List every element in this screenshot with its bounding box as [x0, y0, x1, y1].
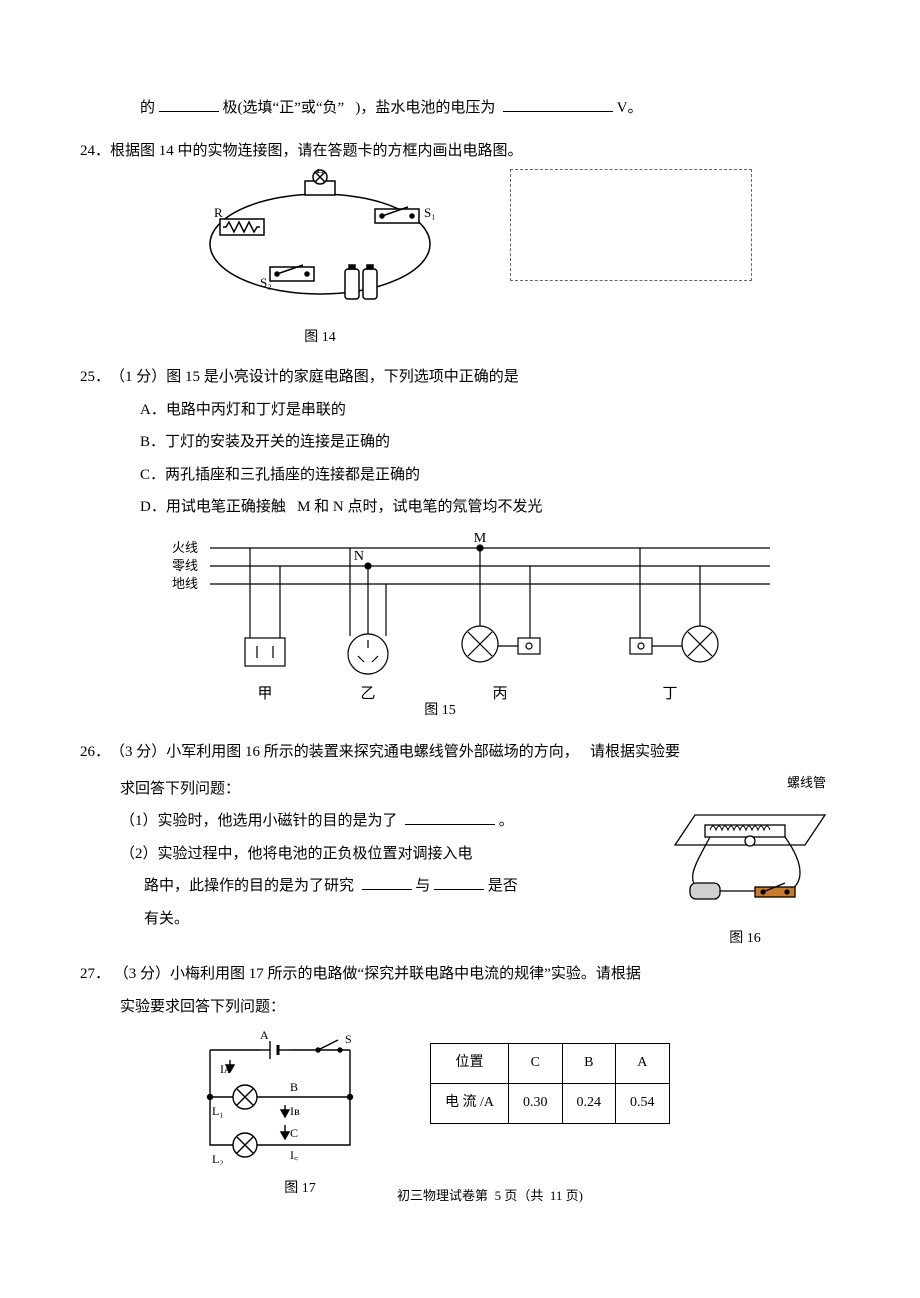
label-S2: S₂ [260, 275, 272, 290]
lbl-L1: L₁ [212, 1104, 224, 1118]
val-B: 0.24 [562, 1083, 616, 1123]
wire-live: 火线 [172, 540, 198, 555]
q25-figure-wrap: 火线 零线 地线 M N 甲 乙 丙 丁 图 15 [140, 528, 840, 729]
lbl-A: A [260, 1028, 269, 1042]
q27-figure-row: A S Iᴀ B Iʙ L₁ C I꜀ L₂ 图 17 位置 C B A 电 流… [190, 1025, 840, 1202]
q23-unit: V。 [617, 100, 643, 116]
q26-num: 26． [80, 738, 110, 767]
q26-solenoid-diagram [655, 795, 835, 915]
q24-caption: 图 14 [190, 325, 450, 352]
label-S1: S₁ [424, 205, 436, 220]
label-R: R [214, 205, 223, 220]
lbl-ding: 丁 [662, 686, 677, 702]
lbl-yi: 乙 [360, 686, 375, 702]
lbl-bing: 丙 [492, 686, 507, 702]
q27-circuit-wrap: A S Iᴀ B Iʙ L₁ C I꜀ L₂ 图 17 [190, 1025, 380, 1202]
lbl-IC: I꜀ [290, 1148, 298, 1162]
lbl-L2: L₂ [212, 1152, 224, 1165]
lbl-IB: Iʙ [290, 1104, 300, 1118]
table-row: 电 流 /A 0.30 0.24 0.54 [431, 1083, 670, 1123]
q25-opt-C: C．两孔插座和三孔插座的连接都是正确的 [80, 461, 840, 490]
lbl-jia: 甲 [257, 686, 272, 702]
wire-earth: 地线 [172, 576, 198, 591]
q26-text-b: 请根据实验要 [590, 744, 680, 760]
q23-mid1: 极(选填“正”或“负” [223, 100, 345, 116]
hdr-B: B [562, 1044, 616, 1084]
q26-p2b-blank1[interactable] [362, 889, 412, 890]
hdr-pos: 位置 [431, 1044, 509, 1084]
q25-household-circuit: 火线 零线 地线 M N 甲 乙 丙 丁 图 15 [140, 528, 780, 718]
q23-mid2: )，盐水电池的电压为 [355, 100, 495, 116]
val-C: 0.30 [509, 1083, 563, 1123]
lbl-Bpt: B [290, 1080, 298, 1094]
q26-p2c: 有关。 [80, 905, 650, 934]
q26-body-row: 求回答下列问题： （1）实验时，他选用小磁针的目的是为了 。 （2）实验过程中，… [80, 771, 840, 953]
q27-line1: 27． （3 分）小梅利用图 17 所示的电路做“探究并联电路中电流的规律”实验… [80, 960, 840, 989]
hdr-A: A [616, 1044, 670, 1084]
q23-blank2[interactable] [503, 111, 613, 112]
footer-mid: 页（共 [504, 1188, 543, 1203]
q26-p2b-mid: 与 [415, 878, 430, 894]
q23-blank1[interactable] [159, 111, 219, 112]
lbl-IA: Iᴀ [220, 1062, 231, 1076]
q27-data-table: 位置 C B A 电 流 /A 0.30 0.24 0.54 [430, 1043, 670, 1123]
q26-p2b-post: 是否 [488, 878, 518, 894]
q25-caption: 图 15 [424, 703, 456, 718]
lbl-S: S [345, 1032, 352, 1046]
q24-text: 根据图 14 中的实物连接图，请在答题卡的方框内画出电路图。 [110, 143, 523, 159]
q26-p2b: 路中，此操作的目的是为了研究 与 是否 [80, 872, 650, 901]
footer-pre: 初三物理试卷第 [397, 1188, 488, 1203]
q27-parallel-circuit: A S Iᴀ B Iʙ L₁ C I꜀ L₂ [190, 1025, 380, 1165]
q27-text-b: 实验要求回答下列问题： [80, 993, 840, 1022]
node-N: N [354, 549, 364, 564]
q25-D-pre: D．用试电笔正确接触 [140, 499, 286, 515]
q24-num: 24． [80, 137, 110, 166]
q26-p2a: （2）实验过程中，他将电池的正负极位置对调接入电 [80, 840, 650, 869]
q25-opt-A: A．电路中丙灯和丁灯是串联的 [80, 396, 840, 425]
q25-line: 25．（1 分）图 15 是小亮设计的家庭电路图，下列选项中正确的是 [80, 363, 840, 392]
q26-p2b-pre: 路中，此操作的目的是为了研究 [144, 878, 354, 894]
q25-num: 25． [80, 363, 110, 392]
q27-table-wrap: 位置 C B A 电 流 /A 0.30 0.24 0.54 [430, 1025, 670, 1123]
q24-figure-wrap: L R S₁ S₂ 图 14 [190, 169, 450, 351]
q25-opt-B: B．丁灯的安装及开关的连接是正确的 [80, 428, 840, 457]
q25-opt-D: D．用试电笔正确接触 M 和 N 点时，试电笔的氖管均不发光 [80, 493, 840, 522]
table-row: 位置 C B A [431, 1044, 670, 1084]
wire-neutral: 零线 [172, 558, 198, 573]
q25-text: （1 分）图 15 是小亮设计的家庭电路图，下列选项中正确的是 [110, 369, 519, 385]
q25-D-mid: M 和 N 点时，试电笔的氖管均不发光 [297, 499, 542, 515]
row-label: 电 流 /A [431, 1083, 509, 1123]
val-A: 0.54 [616, 1083, 670, 1123]
footer-page: 5 [495, 1188, 502, 1203]
node-M: M [474, 531, 487, 546]
q27-text-a: （3 分）小梅利用图 17 所示的电路做“探究并联电路中电流的规律”实验。请根据 [114, 966, 641, 982]
q26-line1: 26．（3 分）小军利用图 16 所示的装置来探究通电螺线管外部磁场的方向， 请… [80, 738, 840, 767]
q26-p1-blank[interactable] [405, 824, 495, 825]
q24-line: 24．根据图 14 中的实物连接图，请在答题卡的方框内画出电路图。 [80, 137, 840, 166]
q26-p1-post: 。 [499, 813, 514, 829]
q26-p2b-blank2[interactable] [434, 889, 484, 890]
footer-total: 11 [550, 1188, 563, 1203]
q23-pre: 的 [140, 100, 155, 116]
q26-text-a: （3 分）小军利用图 16 所示的装置来探究通电螺线管外部磁场的方向， [110, 744, 579, 760]
lbl-Cpt: C [290, 1126, 298, 1140]
q26-side-label: 螺线管 [650, 771, 840, 796]
label-L: L [316, 169, 324, 176]
q24-circuit-diagram: L R S₁ S₂ [190, 169, 450, 314]
q26-p1: （1）实验时，他选用小磁针的目的是为了 。 [80, 807, 650, 836]
q26-text-c: 求回答下列问题： [80, 775, 650, 804]
q27-caption: 图 17 [220, 1176, 380, 1203]
q27-num: 27． [80, 960, 110, 989]
q26-p1-pre: （1）实验时，他选用小磁针的目的是为了 [120, 813, 398, 829]
q26-caption: 图 16 [650, 926, 840, 953]
q24-answer-box[interactable] [510, 169, 752, 281]
hdr-C: C [509, 1044, 563, 1084]
q24-figure-row: L R S₁ S₂ 图 14 [190, 169, 840, 351]
footer-post: 页) [566, 1188, 583, 1203]
q23-tail-line: 的 极(选填“正”或“负” )，盐水电池的电压为 V。 [80, 94, 840, 123]
q26-figure-wrap: 螺线管 图 16 [650, 771, 840, 953]
